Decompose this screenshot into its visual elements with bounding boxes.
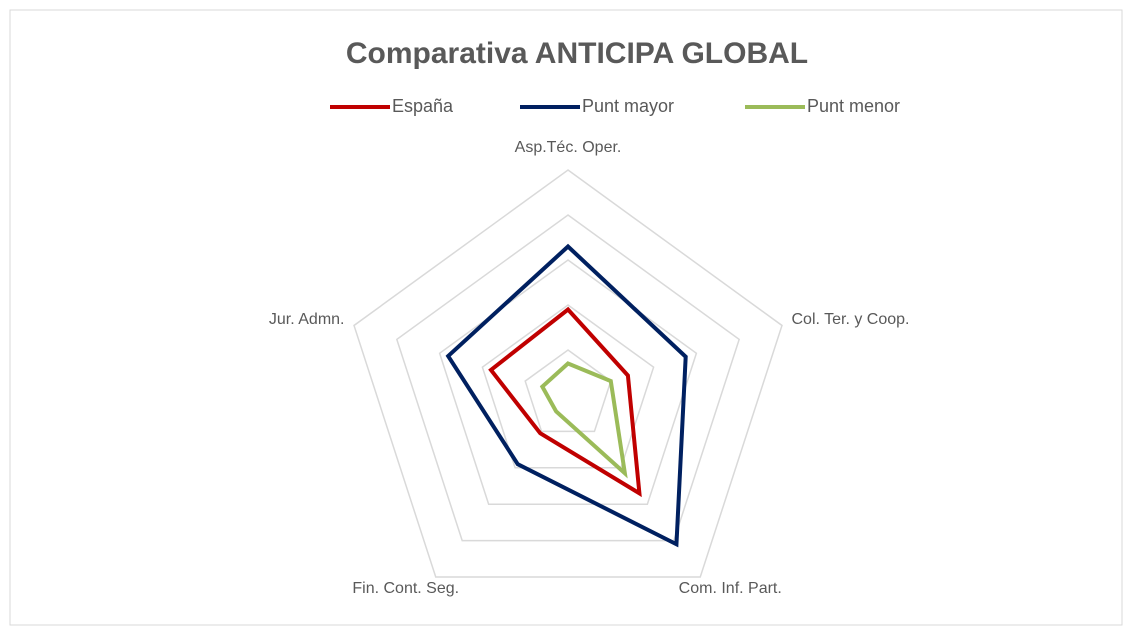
grid-ring <box>438 259 698 505</box>
chart-title: Comparativa ANTICIPA GLOBAL <box>346 37 808 70</box>
category-label: Jur. Admn. <box>269 311 345 328</box>
legend-label: Punt mayor <box>582 96 674 116</box>
grid-ring <box>481 304 655 469</box>
grid-ring <box>353 169 783 578</box>
category-label: Com. Inf. Part. <box>679 580 782 597</box>
grid-ring <box>395 214 741 542</box>
series-line <box>445 243 688 548</box>
chart-frame <box>9 9 1123 626</box>
category-label: Asp.Téc. Oper. <box>515 139 622 156</box>
series-line <box>488 306 642 498</box>
category-label: Col. Ter. y Coop. <box>791 311 909 328</box>
legend-label: Punt menor <box>807 96 900 116</box>
grid-ring <box>524 349 612 433</box>
legend-label: España <box>392 96 454 116</box>
series-line <box>539 361 628 479</box>
category-label: Fin. Cont. Seg. <box>352 580 459 597</box>
